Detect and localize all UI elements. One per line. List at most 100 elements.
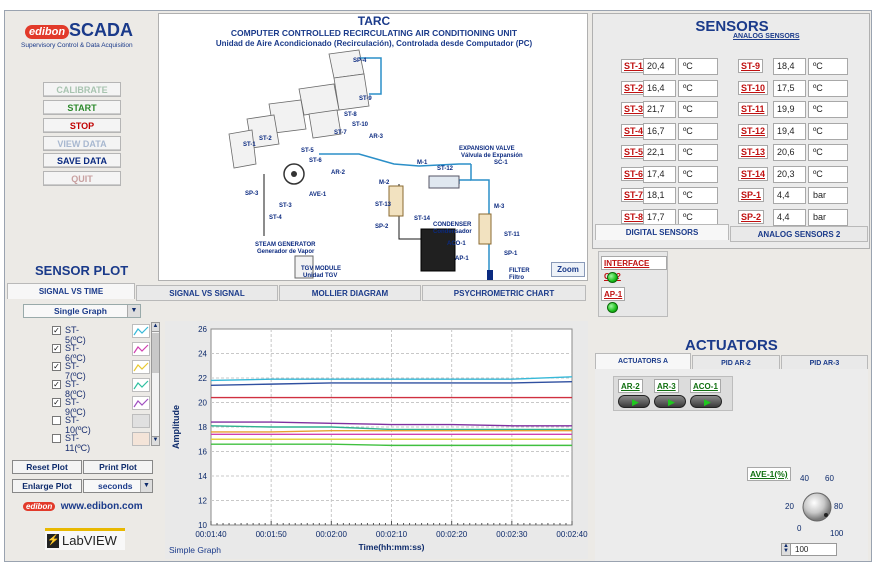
sensors-panel: SENSORS ANALOG SENSORS ST-1 20,4 ºC ST-2 16,… [592, 13, 870, 249]
sensor-label-st-11: ST-11 [738, 102, 768, 116]
checkbox-st10[interactable] [52, 416, 61, 425]
quit-button[interactable]: QUIT [43, 171, 121, 186]
sensor-unit: ºC [808, 79, 848, 97]
svg-text:ST-13: ST-13 [375, 202, 392, 208]
aco-1-toggle[interactable]: ▶ [690, 395, 722, 408]
svg-text:ST-2: ST-2 [259, 136, 272, 142]
sensor-value: 19,4 [773, 122, 806, 140]
knob-tick: 20 [785, 502, 794, 511]
sensor-value: 20,4 [643, 58, 676, 75]
y-axis-label: Amplitude [171, 405, 181, 449]
series-swatch [132, 396, 150, 410]
sensor-unit: ºC [808, 101, 848, 118]
tab-mollier-diagram[interactable]: MOLLIER DIAGRAM [279, 285, 421, 301]
sensor-unit: ºC [678, 165, 718, 183]
list-scrollbar[interactable]: ▲ ▼ [151, 322, 160, 446]
interface-led [607, 272, 618, 283]
x-axis-label: Time(hh:mm:ss) [359, 542, 425, 552]
sensor-unit: ºC [678, 122, 718, 140]
ave-1-numeric[interactable]: ▲ ▼ 100 [781, 543, 837, 556]
sensor-label-st-12: ST-12 [738, 123, 769, 138]
scada-subtitle: Supervisory Control & Data Acquisition [21, 42, 133, 49]
knob-tick: 40 [800, 474, 809, 483]
tab-digital-sensors[interactable]: DIGITAL SENSORS [595, 224, 729, 240]
svg-text:ST-9: ST-9 [359, 96, 372, 102]
series-swatch [132, 432, 150, 446]
svg-text:M-1: M-1 [417, 160, 428, 166]
graph-mode-select[interactable]: Single Graph ▼ [23, 304, 141, 318]
enlarge-plot-button[interactable]: Enlarge Plot [12, 479, 82, 493]
graph-label: Simple Graph [169, 545, 221, 555]
svg-text:TGV MODULE: TGV MODULE [301, 266, 341, 272]
scroll-up-icon[interactable]: ▲ [152, 323, 159, 332]
checkbox-st9[interactable]: ✓ [52, 398, 61, 407]
save-data-button[interactable]: SAVE DATA [43, 153, 121, 168]
website-link[interactable]: edibon www.edibon.com [23, 501, 153, 515]
sensor-unit: ºC [678, 79, 718, 97]
svg-text:ACO-1: ACO-1 [447, 241, 466, 247]
scroll-thumb[interactable] [152, 333, 159, 373]
sensor-value: 17,4 [643, 165, 676, 183]
stop-button[interactable]: STOP [43, 118, 121, 133]
series-swatch [132, 414, 150, 428]
website-text: www.edibon.com [60, 501, 143, 512]
checkbox-st7[interactable]: ✓ [52, 362, 61, 371]
knob-tick: 0 [797, 524, 802, 533]
play-icon: ▶ [704, 397, 711, 407]
view-data-button[interactable]: VIEW DATA [43, 136, 121, 151]
svg-text:Filtro: Filtro [509, 275, 524, 281]
scroll-down-icon[interactable]: ▼ [152, 436, 159, 445]
series-line [210, 376, 573, 382]
condenser-unit [420, 228, 456, 272]
tab-actuators-a[interactable]: ACTUATORS A [595, 353, 691, 369]
diagram-subtitle-en: COMPUTER CONTROLLED RECIRCULATING AIR CO… [230, 28, 518, 38]
svg-text:FILTER: FILTER [509, 268, 530, 274]
checkbox-st5[interactable]: ✓ [52, 326, 61, 335]
svg-text:STEAM GENERATOR: STEAM GENERATOR [255, 242, 316, 248]
svg-text:AR-2: AR-2 [331, 170, 346, 176]
checkbox-st8[interactable]: ✓ [52, 380, 61, 389]
stepper-icon[interactable]: ▲ ▼ [781, 543, 791, 556]
series-swatch [132, 378, 150, 392]
series-swatch [132, 342, 150, 356]
svg-text:Generador de Vapor: Generador de Vapor [257, 249, 315, 255]
start-button[interactable]: START [43, 100, 121, 115]
knob-tick: 80 [834, 502, 843, 511]
svg-text:ST-7: ST-7 [334, 130, 347, 136]
labview-logo: ⚡ LabVIEW [45, 528, 125, 550]
sensor-unit: ºC [808, 122, 848, 140]
aco-1-label: ACO-1 [690, 379, 721, 393]
knob-tick: 100 [830, 529, 844, 538]
tab-psychrometric-chart[interactable]: PSYCHROMETRIC CHART [422, 285, 586, 301]
tab-analog-sensors-2[interactable]: ANALOG SENSORS 2 [730, 226, 868, 242]
y-tick-label: 20 [198, 399, 207, 408]
channel-label: ST-10(ºC) [65, 415, 91, 435]
ave-1-knob[interactable]: 40 60 20 80 0 100 [780, 471, 854, 543]
ar-3-toggle[interactable]: ▶ [654, 395, 686, 408]
sensor-unit: ºC [678, 101, 718, 118]
svg-text:ST-1: ST-1 [243, 142, 256, 148]
y-tick-label: 16 [198, 448, 207, 457]
reset-plot-button[interactable]: Reset Plot [12, 460, 82, 474]
checkbox-st6[interactable]: ✓ [52, 344, 61, 353]
zoom-button[interactable]: Zoom [551, 262, 585, 277]
sensor-plot-title: SENSOR PLOT [35, 263, 129, 278]
series-swatch [132, 360, 150, 374]
svg-text:ST-5: ST-5 [301, 148, 314, 154]
svg-text:ST-10: ST-10 [352, 122, 369, 128]
svg-text:ST-11: ST-11 [504, 232, 520, 238]
tab-signal-vs-time[interactable]: SIGNAL VS TIME [7, 283, 135, 299]
ar-2-toggle[interactable]: ▶ [618, 395, 650, 408]
calibrate-button[interactable]: CALIBRATE [43, 82, 121, 97]
sensor-unit: ºC [678, 187, 718, 204]
svg-text:AVE-1: AVE-1 [309, 192, 327, 198]
svg-text:Condensador: Condensador [433, 229, 472, 235]
print-plot-button[interactable]: Print Plot [83, 460, 153, 474]
svg-text:CONDENSER: CONDENSER [433, 222, 472, 228]
y-tick-label: 22 [198, 374, 207, 383]
checkbox-st11[interactable] [52, 434, 61, 443]
analog-sensors-subtitle: ANALOG SENSORS [733, 33, 800, 40]
tab-signal-vs-signal[interactable]: SIGNAL VS SIGNAL [136, 285, 278, 301]
time-unit-select[interactable]: seconds ▼ [83, 479, 153, 493]
digital-sensors-panel: INTERFACE ON? AP-1 [598, 251, 668, 317]
